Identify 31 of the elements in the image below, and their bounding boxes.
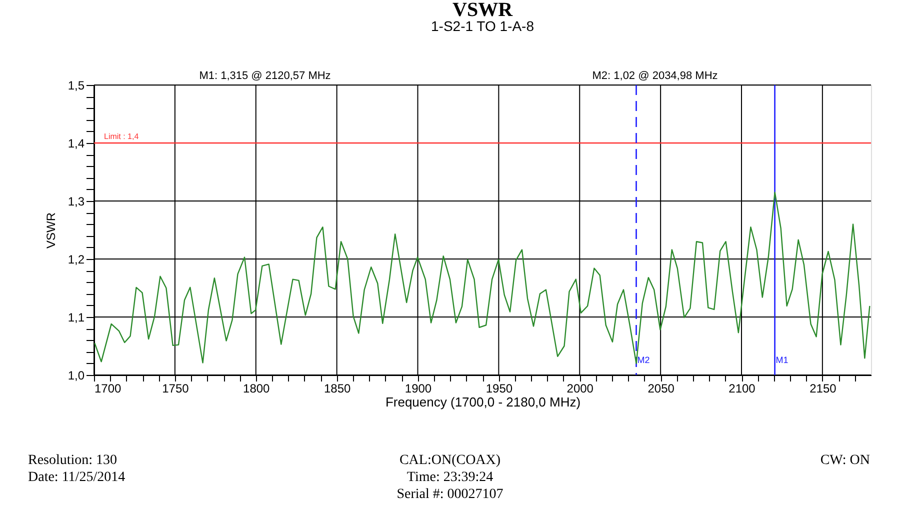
- ref-line-label: M1: [776, 355, 788, 365]
- x-tick-label: 1800: [243, 382, 270, 396]
- x-tick-label: 1950: [486, 382, 513, 396]
- x-tick-label: 1700: [94, 382, 122, 396]
- x-tick-label: 1900: [404, 382, 432, 396]
- text: M1: 1,315 @ 2120,57 MHz: [199, 70, 331, 82]
- y-tick-label: 1,5: [68, 78, 85, 92]
- y-tick-label: 1,2: [68, 252, 85, 266]
- ref-line-label: Limit : 1,4: [104, 132, 140, 141]
- y-axis-title: VSWR: [44, 212, 58, 248]
- text: M2: 1,02 @ 2034,98 MHz: [592, 70, 718, 82]
- x-tick-label: 2150: [810, 382, 837, 396]
- text: Resolution: 130: [28, 453, 118, 468]
- chart-subtitle: 1-S2-1 TO 1-A-8: [431, 18, 534, 34]
- x-tick-label: 2000: [566, 382, 594, 396]
- y-tick-label: 1,4: [68, 136, 85, 150]
- y-tick-label: 1,1: [68, 310, 85, 324]
- x-tick-label: 2050: [648, 382, 675, 396]
- text: Time: 23:39:24: [406, 470, 494, 485]
- ref-line-label: M2: [637, 355, 650, 365]
- chart-title: VSWR: [452, 0, 514, 21]
- text: CW: ON: [820, 453, 870, 468]
- y-tick-label: 1,3: [68, 194, 85, 208]
- text: Serial #: 00027107: [396, 487, 504, 502]
- text: CAL:ON(COAX): [399, 453, 501, 468]
- x-axis-title: Frequency (1700,0 - 2180,0 MHz): [385, 394, 581, 410]
- y-tick-label: 1,0: [68, 368, 85, 382]
- x-tick-label: 1750: [162, 382, 190, 396]
- x-tick-label: 1850: [324, 382, 351, 396]
- text: Date: 11/25/2014: [28, 470, 126, 485]
- x-tick-label: 2100: [728, 382, 756, 396]
